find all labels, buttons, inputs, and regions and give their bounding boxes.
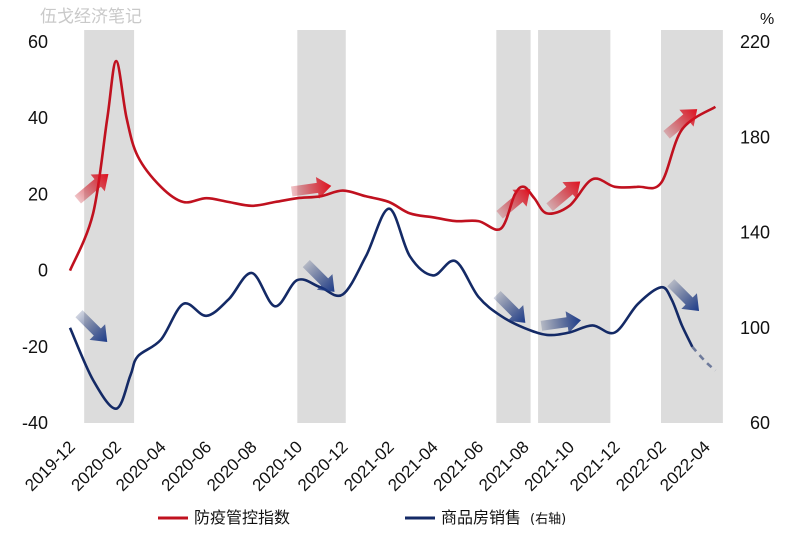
series-line-1 — [68, 207, 694, 410]
series-line-0 — [68, 59, 717, 272]
legend-item-0: 防疫管控指数 — [158, 508, 290, 527]
trend-arrow-shape — [546, 181, 581, 212]
legend-label: 防疫管控指数 — [194, 508, 290, 527]
x-axis: 2019-122020-022020-042020-062020-082020-… — [21, 437, 714, 495]
left-axis-tick: 60 — [28, 32, 48, 52]
left-axis: 60 40 20 0 -20 -40 — [22, 32, 48, 433]
trend-arrow-up-red — [496, 189, 531, 219]
right-axis-tick: 100 — [740, 318, 770, 338]
trend-arrows — [74, 109, 700, 342]
right-axis-tick: 180 — [740, 127, 770, 147]
trend-arrow-down-blue — [493, 291, 526, 323]
left-axis-tick: -40 — [22, 413, 48, 433]
right-axis-tick: 60 — [750, 413, 770, 433]
watermark: 伍戈经济笔记 — [40, 7, 142, 27]
series-lines — [68, 59, 717, 410]
trend-arrow-up-red — [546, 181, 581, 212]
trend-arrow-down-blue — [540, 311, 582, 334]
shaded-periods — [84, 30, 723, 423]
trend-arrow-shape — [667, 279, 700, 311]
left-axis-tick: -20 — [22, 337, 48, 357]
trend-arrow-up-red — [663, 109, 698, 139]
trend-arrow-shape — [493, 291, 526, 323]
legend: 防疫管控指数 商品房销售 (右轴) — [158, 508, 566, 527]
right-axis-unit: % — [760, 11, 774, 28]
shaded-period — [297, 30, 346, 423]
trend-arrow-shape — [75, 310, 108, 342]
shaded-period — [538, 30, 611, 423]
trend-arrow-shape — [290, 176, 332, 199]
shaded-period — [84, 30, 135, 423]
trend-arrow-shape — [496, 189, 531, 219]
trend-arrow-down-blue — [302, 260, 335, 292]
legend-label: 商品房销售 — [441, 508, 521, 527]
right-axis-tick: 220 — [740, 32, 770, 52]
x-axis-tick: 2021-12 — [566, 437, 624, 495]
trend-arrow-shape — [540, 311, 582, 334]
legend-label-note: (右轴) — [530, 512, 566, 527]
trend-arrow-down-blue — [75, 310, 108, 342]
trend-arrow-down-blue — [667, 279, 700, 311]
x-axis-tick: 2019-12 — [21, 437, 79, 495]
x-axis-tick: 2020-12 — [294, 437, 352, 495]
left-axis-tick: 20 — [28, 184, 48, 204]
trend-arrow-shape — [302, 260, 335, 292]
legend-item-1: 商品房销售 (右轴) — [405, 508, 566, 527]
trend-arrow-shape — [663, 109, 698, 139]
right-axis-tick: 140 — [740, 223, 770, 243]
trend-arrow-up-red — [290, 176, 332, 199]
series-line-dashed-1 — [691, 345, 717, 372]
shaded-period — [661, 30, 723, 423]
left-axis-tick: 40 — [28, 108, 48, 128]
left-axis-tick: 0 — [38, 261, 48, 281]
trend-arrow-up-red — [74, 173, 109, 204]
trend-arrow-shape — [74, 173, 109, 204]
right-axis: 220 180 140 100 60% — [740, 11, 774, 433]
